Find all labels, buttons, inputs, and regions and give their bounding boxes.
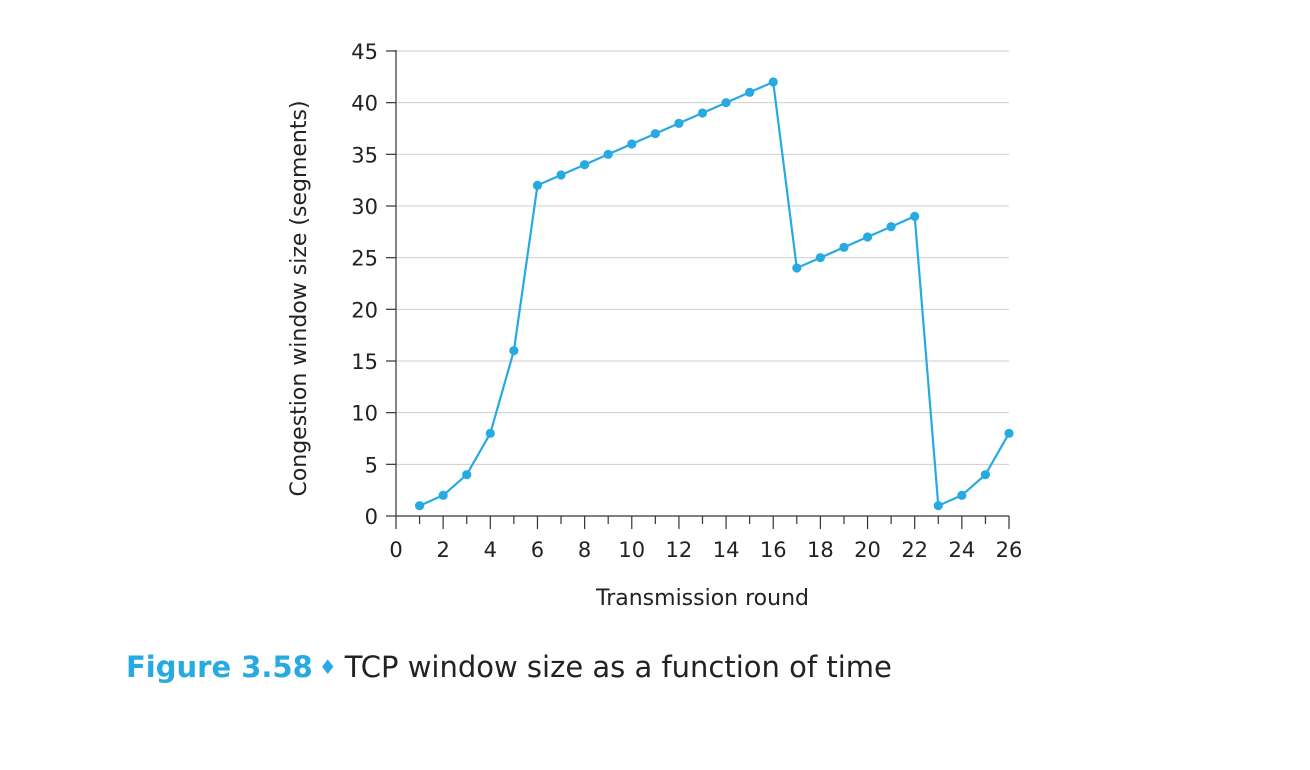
y-tick-label: 0 [365,505,378,529]
data-point [556,170,566,180]
data-point [697,108,708,118]
data-point [815,253,825,263]
x-tick-label: 4 [484,538,497,562]
x-tick-label: 10 [618,538,645,562]
x-axis-title: Transmission round [595,586,809,611]
data-point [627,139,637,149]
x-tick-label: 2 [436,538,449,562]
caption-text: TCP window size as a function of time [344,650,892,684]
axes [395,50,1009,517]
x-tick-label: 16 [760,538,787,562]
data-point [580,160,590,170]
x-tick-label: 26 [996,538,1023,562]
data-point [792,263,802,273]
data-point [721,98,731,108]
data-point [745,87,755,97]
figure-number: Figure 3.58 [126,650,313,684]
y-tick-label: 20 [351,298,378,322]
data-point [980,470,991,480]
x-tick-label: 20 [854,538,881,562]
data-point [933,501,943,511]
y-tick-label: 35 [351,143,378,167]
x-tick-label: 22 [901,538,928,562]
data-point [603,149,613,159]
data-point [910,211,920,221]
data-point [485,428,495,438]
y-tick-label: 40 [351,92,378,116]
y-axis-ticks: 0 5 10 15 20 25 30 35 40 45 [351,40,396,529]
data-point [462,470,472,480]
data-point [768,77,778,87]
y-tick-label: 15 [351,350,378,374]
x-tick-label: 6 [531,538,544,562]
data-point [1004,428,1014,438]
x-tick-label: 12 [666,538,693,562]
data-point [650,129,660,139]
data-point [438,490,448,500]
chart: 0 2 4 6 8 10 12 14 16 18 20 22 24 26 0510152025303540… [287,40,1022,611]
y-tick-label: 5 [365,453,378,477]
y-axis-title: Congestion window size (segments) [287,100,312,496]
y-tick-label: 30 [351,195,378,219]
data-point [414,501,425,511]
figure-caption: Figure 3.58 ♦ TCP window size as a functio… [126,650,892,684]
data-point [532,180,543,190]
series-layer [414,77,1014,511]
x-tick-label: 18 [807,538,834,562]
data-point [674,118,684,128]
data-point [886,222,896,232]
data-point [862,232,873,242]
data-point [839,242,849,252]
x-tick-label: 14 [713,538,740,562]
y-tick-label: 25 [351,247,378,271]
x-tick-label: 8 [578,538,591,562]
series-line [419,80,1010,507]
x-tick-label: 0 [389,538,402,562]
diamond-icon: ♦ [318,655,337,679]
x-axis-ticks: 0 2 4 6 8 10 12 14 16 18 20 22 24 26 [389,516,1022,562]
y-tick-label: 10 [351,402,378,426]
data-point [957,490,967,500]
y-tick-label: 45 [351,40,378,64]
x-tick-label: 24 [948,538,975,562]
data-point [509,346,519,356]
grid-lines [396,50,1009,465]
